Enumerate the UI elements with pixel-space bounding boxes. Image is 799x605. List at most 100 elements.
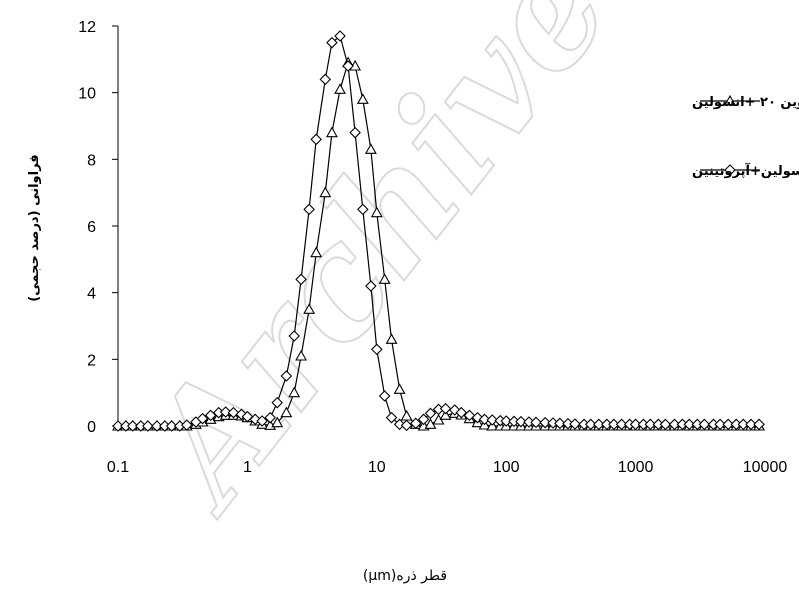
data-point: [219, 406, 232, 418]
data-point: [303, 303, 316, 314]
data-point: [393, 418, 406, 431]
data-point: [334, 30, 346, 42]
legend: اسپن-توین ۲۰ +انسولین اسپن-توین ۲۰ +انسول…: [692, 94, 799, 179]
data-point: [364, 143, 377, 154]
data-point: [530, 416, 542, 429]
y-tick-label: 2: [87, 352, 96, 369]
data-point: [683, 418, 696, 431]
data-point: [722, 418, 735, 431]
data-point: [478, 413, 491, 426]
y-axis-label: فراوانی (درصد حجمی): [27, 154, 42, 301]
x-tick-label: 1000: [618, 459, 654, 476]
data-point: [569, 418, 581, 430]
data-point: [264, 411, 276, 424]
y-tick-label: 8: [87, 152, 96, 169]
x-tick-label: 10000: [743, 459, 788, 476]
data-point: [356, 93, 369, 104]
data-point: [349, 126, 361, 139]
data-point: [668, 418, 681, 431]
data-point: [455, 406, 468, 419]
data-point: [280, 370, 293, 382]
data-point: [288, 330, 300, 342]
data-point: [371, 343, 383, 356]
data-point: [400, 419, 413, 432]
data-point: [644, 418, 657, 431]
data-point: [424, 418, 437, 429]
data-point: [271, 396, 283, 409]
data-point: [256, 415, 268, 427]
legend-marker: [724, 164, 736, 176]
data-point: [698, 418, 711, 431]
x-axis-label: قطر ذره(µm): [363, 568, 447, 584]
data-point: [319, 73, 332, 86]
data-point: [385, 333, 398, 344]
axes: 0 2 4 6 8 10 12 0.1 1 10 100 1000 10000: [78, 19, 787, 476]
data-point: [393, 383, 406, 394]
data-point: [424, 407, 437, 420]
data-point: [334, 83, 346, 94]
data-point: [737, 418, 750, 431]
data-point: [659, 418, 672, 431]
data-point: [417, 413, 430, 426]
data-point: [227, 406, 240, 419]
data-point: [515, 415, 527, 428]
data-point: [745, 418, 757, 431]
data-point: [126, 420, 139, 432]
data-point: [615, 418, 628, 431]
data-point: [310, 133, 322, 146]
data-point: [280, 406, 293, 418]
data-point: [409, 417, 422, 430]
data-point: [370, 206, 383, 218]
data-point: [325, 126, 338, 138]
data-point: [385, 411, 398, 424]
data-point: [319, 186, 332, 198]
data-point: [310, 246, 323, 258]
data-point: [365, 280, 377, 292]
legend-item-1: اسپن-توین ۲۰ +انسولین: [692, 94, 799, 110]
y-tick-label: 10: [78, 86, 96, 103]
data-point: [486, 414, 499, 426]
y-tick-label: 12: [78, 19, 96, 36]
x-tick-label: 10: [368, 459, 386, 476]
legend-label: اسپن-توین ۲۰ +انسولین+آپروتینین: [692, 162, 799, 179]
data-point: [326, 36, 338, 49]
data-point: [439, 409, 452, 420]
data-point: [584, 418, 597, 431]
data-point: [295, 349, 308, 361]
data-point: [357, 203, 369, 216]
x-tick-label: 0.1: [107, 459, 129, 476]
data-point: [165, 420, 178, 432]
data-point: [342, 60, 354, 72]
data-point: [142, 420, 154, 432]
data-point: [378, 390, 391, 402]
data-point: [271, 416, 284, 428]
data-point: [180, 419, 193, 431]
data-point: [714, 418, 726, 431]
data-point: [500, 415, 512, 427]
data-point: [151, 420, 163, 432]
x-tick-label: 100: [493, 459, 520, 476]
y-tick-label: 0: [87, 419, 96, 436]
data-point: [112, 420, 124, 432]
series-layer: [112, 30, 766, 432]
data-point: [400, 409, 413, 421]
data-point: [303, 203, 315, 216]
legend-label: اسپن-توین ۲۰ +انسولین: [692, 95, 799, 110]
data-point: [539, 416, 551, 429]
data-point: [439, 402, 452, 415]
data-point: [196, 412, 209, 425]
x-tick-label: 1: [243, 459, 252, 476]
legend-marker: [724, 94, 736, 106]
data-point: [753, 418, 765, 431]
legend-item-2: اسپن-توین ۲۰ +انسولین+آپروتینین: [692, 162, 799, 179]
y-tick-label: 6: [87, 219, 96, 236]
data-point: [295, 273, 307, 286]
series-2: [112, 30, 765, 432]
data-point: [554, 417, 566, 430]
data-point: [608, 418, 620, 431]
y-tick-label: 4: [87, 286, 96, 303]
data-point: [593, 418, 605, 431]
data-point: [378, 273, 391, 284]
data-point: [288, 386, 301, 398]
